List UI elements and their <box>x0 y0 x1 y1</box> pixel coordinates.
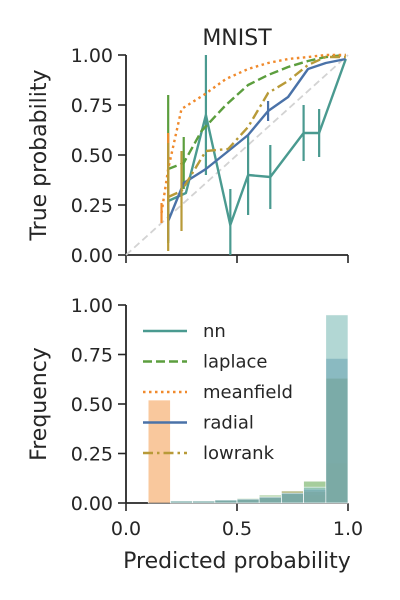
bar-nn <box>326 315 348 503</box>
x-tick-label: 0.0 <box>111 518 141 540</box>
y-tick-label: 0.50 <box>71 145 113 167</box>
bar-nn <box>281 493 303 503</box>
x-axis-label: Predicted probability <box>123 549 351 574</box>
frequency-histogram: 0.00 0.25 0.50 0.75 1.00 0.0 0.5 1.0 Frequency Pr… <box>27 295 363 574</box>
legend-label-nn: nn <box>203 321 226 342</box>
y-axis-label: True probability <box>27 69 52 241</box>
bar-nn <box>193 501 215 503</box>
reference-diagonal <box>126 55 348 255</box>
bar-nn <box>215 500 237 503</box>
legend-label-radial: radial <box>203 413 254 434</box>
y-tick-label: 0.75 <box>71 95 113 117</box>
legend-label-laplace: laplace <box>203 352 267 373</box>
bar-nn <box>170 501 192 503</box>
legend-label-meanfield: meanfield <box>203 382 293 403</box>
y-tick-label: 0.25 <box>71 195 113 217</box>
y-axis-label: Frequency <box>27 347 52 461</box>
calibration-plot: 0.00 0.25 0.50 0.75 1.00 MNIST True probabilit… <box>27 26 348 267</box>
histogram-bars <box>148 315 348 503</box>
x-tick-label: 1.0 <box>333 518 363 540</box>
y-tick-label: 0.00 <box>71 493 113 515</box>
y-tick-label: 0.50 <box>71 394 113 416</box>
chart-title: MNIST <box>202 26 272 51</box>
y-tick-label: 0.25 <box>71 444 113 466</box>
y-tick-label: 0.75 <box>71 345 113 367</box>
y-tick-label: 1.00 <box>71 45 113 67</box>
y-tick-label: 0.00 <box>71 245 113 267</box>
legend-label-lowrank: lowrank <box>203 443 275 464</box>
bar-nn <box>237 499 259 503</box>
bar-meanfield <box>148 400 170 503</box>
x-tick-label: 0.5 <box>222 518 252 540</box>
bar-nn <box>304 487 326 503</box>
y-tick-label: 1.00 <box>71 295 113 317</box>
bar-nn <box>259 497 281 503</box>
